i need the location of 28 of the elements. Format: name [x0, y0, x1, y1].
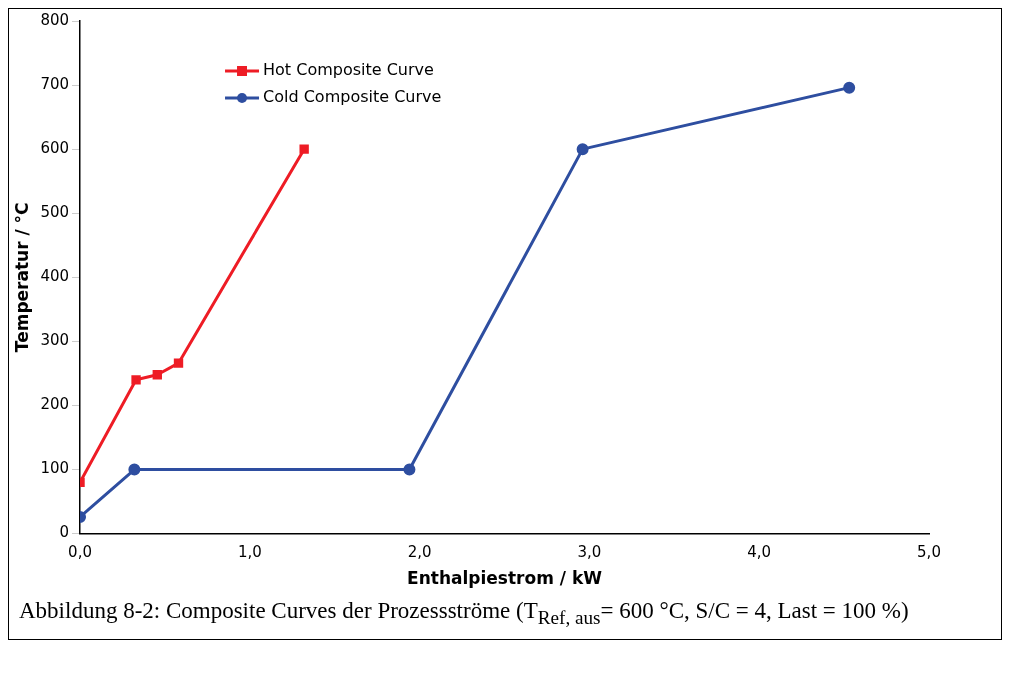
x-tick-label: 0,0 — [68, 543, 92, 562]
point — [152, 370, 162, 380]
x-axis-title: Enthalpiestrom / kW — [407, 568, 603, 589]
y-axis-title: Temperatur / °C — [11, 202, 32, 353]
y-tick-label: 0 — [59, 523, 70, 542]
y-tick-label: 200 — [40, 395, 70, 414]
point — [128, 463, 141, 476]
point — [299, 144, 309, 154]
point — [131, 375, 141, 385]
y-tick-label: 700 — [40, 74, 70, 93]
y-tick-label: 600 — [40, 139, 70, 158]
y-tick-label: 800 — [40, 10, 70, 29]
x-tick-label: 2,0 — [407, 543, 432, 562]
point — [843, 81, 856, 94]
x-tick-label: 3,0 — [577, 543, 602, 562]
text: Abbildung 8-2: Composite Curves der Prozessströme (T$_{Ref, aus}$= 600 °C, S/C = 4, Last = 100 %) — [18, 597, 910, 630]
point — [173, 358, 184, 368]
y-tick-label: 500 — [40, 203, 70, 222]
y-tick-label: 100 — [40, 459, 70, 478]
y-tick-label: 300 — [40, 331, 70, 350]
y-tick-label: 400 — [40, 267, 70, 286]
point — [576, 143, 589, 156]
x-tick-label: 1,0 — [237, 543, 262, 562]
legend-label: Cold Composite Curve — [263, 87, 442, 107]
point — [403, 463, 416, 476]
legend-label: Hot Composite Curve — [263, 60, 434, 80]
x-tick-label: 5,0 — [917, 543, 941, 562]
x-tick-label: 4,0 — [747, 543, 772, 562]
